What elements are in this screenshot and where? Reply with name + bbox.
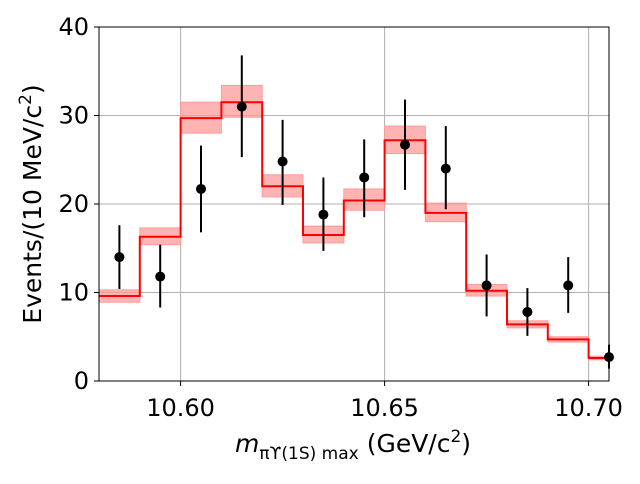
data-point (114, 225, 125, 289)
x-tick-label: 10.65 (350, 394, 419, 422)
data-point (318, 177, 329, 251)
point-marker (563, 280, 574, 291)
point-marker (522, 306, 533, 317)
x-axis-label-sub: πϒ(1S) max (259, 444, 358, 464)
y-tick-label: 10 (58, 279, 89, 307)
data-point (440, 126, 451, 210)
y-tick-label: 0 (74, 367, 89, 395)
x-axis-label-unit-sup: 2 (450, 427, 461, 447)
data-point (155, 244, 166, 308)
y-tick-label: 40 (58, 13, 89, 41)
x-tick-label: 10.60 (146, 394, 215, 422)
point-marker (359, 172, 370, 183)
point-marker (236, 101, 247, 112)
data-point (196, 145, 206, 233)
axis-ticks: 10.60 10.65 10.70 0 10 20 30 40 (58, 13, 623, 422)
y-axis-label: Events/(10 MeV/c2) (16, 84, 47, 323)
x-axis-label-unit: (GeV/c (367, 429, 451, 458)
point-marker (481, 280, 492, 291)
data-point (563, 257, 574, 313)
data-point (522, 288, 533, 336)
point-marker (440, 163, 451, 174)
x-axis-label-var: m (235, 429, 259, 458)
data-point (359, 139, 370, 218)
y-axis-label-text: Events/(10 MeV/c (18, 105, 47, 324)
point-marker (400, 139, 410, 150)
y-tick-label: 20 (58, 190, 89, 218)
point-marker (155, 271, 166, 282)
x-axis-label-close: ) (461, 429, 471, 458)
fit-uncertainty-band (99, 84, 609, 361)
data-point (277, 119, 288, 205)
data-point (481, 254, 492, 317)
y-axis-label-close: ) (18, 84, 47, 94)
x-tick-label: 10.70 (554, 394, 623, 422)
point-marker (114, 252, 125, 263)
point-marker (277, 156, 288, 167)
data-points (114, 55, 614, 369)
x-axis-label: mπϒ(1S) max (GeV/c2) (235, 427, 471, 464)
data-point (236, 55, 247, 158)
y-tick-label: 30 (58, 102, 89, 130)
point-marker (196, 183, 206, 194)
data-point (400, 99, 410, 190)
y-axis-label-sup: 2 (16, 94, 36, 105)
point-marker (318, 209, 329, 220)
